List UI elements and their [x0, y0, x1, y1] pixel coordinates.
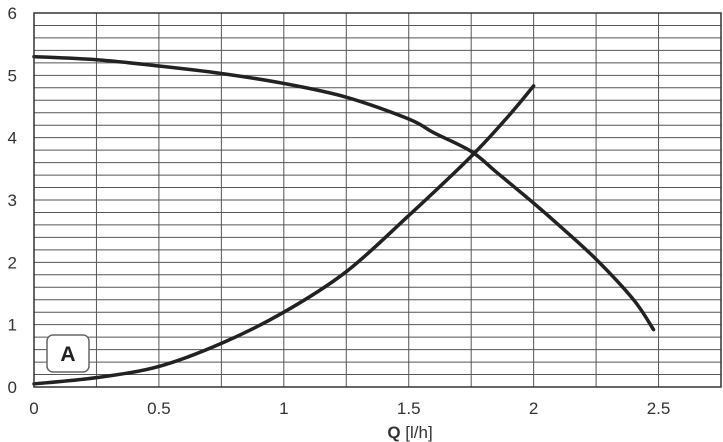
y-tick-label: 6: [8, 4, 17, 23]
y-tick-label: 3: [8, 191, 17, 210]
badge-label: A: [60, 343, 75, 366]
y-tick-label: 0: [8, 378, 17, 397]
grid: [34, 13, 721, 387]
y-tick-label: 4: [8, 129, 17, 148]
x-axis-unit: [l/h]: [405, 423, 432, 442]
x-tick-label: 2: [529, 399, 538, 418]
plot-frame: [33, 12, 722, 388]
x-axis-symbol: Q: [387, 423, 400, 442]
y-tick-label: 1: [8, 316, 17, 335]
x-tick-label: 2.5: [647, 399, 671, 418]
curve-line-2: [32, 84, 536, 386]
curves: [32, 54, 656, 386]
badge-box: [46, 334, 90, 373]
x-tick-label: 1: [279, 399, 288, 418]
x-axis-label: Q [l/h]: [387, 423, 432, 442]
curve-line-1: [32, 54, 656, 332]
x-tick-label: 0.5: [147, 399, 171, 418]
svg-text:Q [l/h]: Q [l/h]: [387, 423, 432, 442]
curve-badge: A: [46, 334, 90, 373]
y-tick-label: 2: [8, 253, 17, 272]
x-tick-label: 0: [29, 399, 38, 418]
y-tick-label: 5: [8, 66, 17, 85]
x-tick-label: 1.5: [397, 399, 421, 418]
tick-labels: 0 1 2 3 4 5 6 0 0.5 1 1.5 2 2.5: [8, 4, 671, 418]
